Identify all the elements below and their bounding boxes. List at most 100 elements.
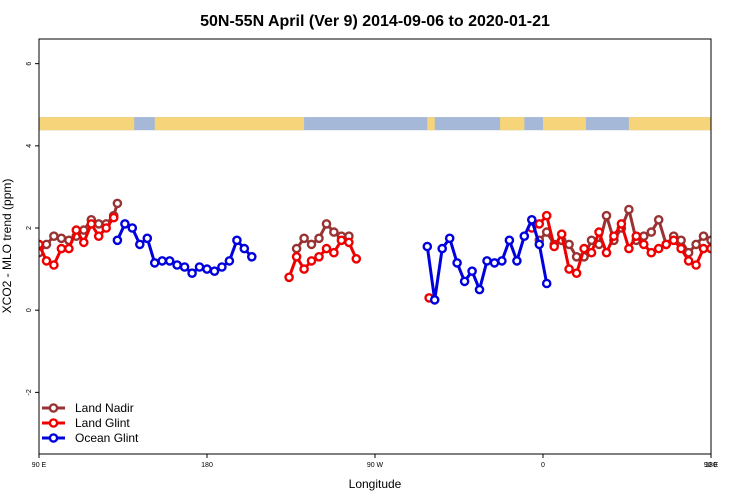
data-point: [120, 219, 130, 229]
legend-swatch-marker: [48, 403, 59, 413]
data-point: [668, 235, 679, 246]
data-point: [639, 231, 649, 241]
legend-item: Land Nadir: [42, 401, 134, 415]
land-ocean-strip: [39, 117, 711, 131]
data-point: [459, 276, 470, 287]
data-point: [329, 227, 339, 237]
x-tick-label: 90 E: [32, 462, 47, 469]
legend-label: Land Glint: [75, 416, 130, 430]
data-point: [444, 233, 455, 244]
data-point: [698, 231, 709, 241]
data-point: [482, 256, 492, 266]
data-point: [737, 220, 744, 227]
data-point: [639, 239, 649, 250]
x-tick-label: 90 W: [367, 462, 384, 469]
data-point: [722, 239, 729, 246]
land-band-2: [427, 117, 435, 131]
data-point: [344, 237, 354, 248]
data-point: [624, 243, 634, 254]
data-point: [683, 256, 694, 266]
data-point: [239, 243, 250, 254]
data-point: [179, 262, 190, 272]
data-point: [437, 243, 448, 254]
data-point: [187, 268, 197, 279]
series-land-glint: [39, 210, 750, 303]
data-point: [541, 278, 552, 289]
land-band-5: [628, 117, 711, 131]
data-point: [291, 243, 302, 254]
data-point: [49, 260, 59, 270]
data-point: [512, 256, 522, 266]
data-point: [504, 235, 515, 246]
data-point: [209, 266, 220, 277]
y-tick-label: 2: [26, 226, 33, 230]
data-point: [41, 256, 52, 266]
data-point: [134, 239, 145, 250]
y-tick-label: -2: [26, 389, 33, 395]
data-point: [579, 243, 589, 254]
data-point: [534, 239, 545, 250]
y-tick-label: 4: [26, 144, 33, 148]
data-point: [519, 231, 530, 241]
data-point: [556, 229, 567, 239]
data-point: [149, 258, 160, 268]
data-point: [306, 256, 317, 266]
data-point: [594, 227, 604, 237]
data-point: [730, 220, 737, 227]
y-axis: -2 0 2 4 6: [26, 62, 39, 395]
data-point: [564, 239, 574, 250]
x-axis-label: Longitude: [349, 477, 402, 491]
data-point: [108, 212, 119, 223]
data-point: [93, 219, 104, 229]
data-point: [676, 243, 686, 254]
data-point: [224, 256, 235, 266]
data-point: [142, 233, 153, 244]
data-point: [429, 295, 440, 305]
data-point: [534, 219, 545, 229]
data-point: [329, 247, 339, 258]
data-point: [101, 223, 111, 233]
legend-label: Ocean Glint: [75, 431, 139, 445]
data-point: [527, 214, 537, 225]
data-point: [71, 225, 82, 235]
data-point: [202, 264, 212, 274]
series-land-nadir: [39, 198, 744, 262]
data-point: [616, 219, 627, 229]
x-tick-label: 90 E: [704, 462, 719, 469]
data-point: [737, 233, 744, 240]
x-tick-label: 0: [541, 462, 545, 469]
data-point: [489, 258, 500, 268]
chart-title: 50N-55N April (Ver 9) 2014-09-06 to 2020…: [200, 13, 550, 30]
data-point: [56, 233, 67, 244]
data-point: [49, 231, 59, 241]
x-tick-label: 180: [705, 462, 717, 469]
data-point: [351, 253, 362, 264]
data-point: [601, 210, 612, 221]
data-point: [541, 210, 552, 221]
data-point: [314, 233, 324, 244]
data-point: [653, 243, 664, 254]
data-point: [497, 256, 507, 266]
data-point: [653, 214, 664, 225]
data-point: [93, 231, 104, 241]
data-point: [564, 264, 574, 274]
data-point: [745, 214, 750, 221]
data-point: [336, 235, 347, 246]
data-point: [299, 233, 309, 244]
y-tick-label: 0: [26, 308, 33, 312]
legend-item: Land Glint: [42, 416, 130, 430]
data-point: [314, 251, 324, 262]
data-point: [586, 247, 597, 258]
data-point: [56, 243, 67, 254]
data-point: [698, 243, 709, 254]
data-point: [571, 251, 582, 262]
data-point: [79, 237, 89, 248]
data-point: [661, 239, 672, 250]
y-axis-label: XCO2 - MLO trend (ppm): [0, 179, 14, 314]
data-point: [232, 235, 242, 246]
data-point: [217, 262, 227, 272]
data-point: [467, 266, 477, 277]
